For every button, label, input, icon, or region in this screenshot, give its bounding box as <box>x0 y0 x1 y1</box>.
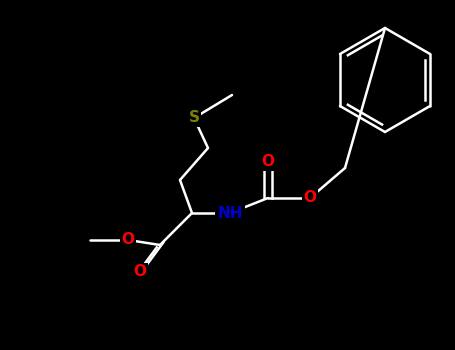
Text: O: O <box>262 154 274 169</box>
Text: S: S <box>188 111 199 126</box>
Text: O: O <box>121 232 135 247</box>
Text: O: O <box>303 190 317 205</box>
Text: NH: NH <box>217 205 243 220</box>
Text: O: O <box>133 265 147 280</box>
